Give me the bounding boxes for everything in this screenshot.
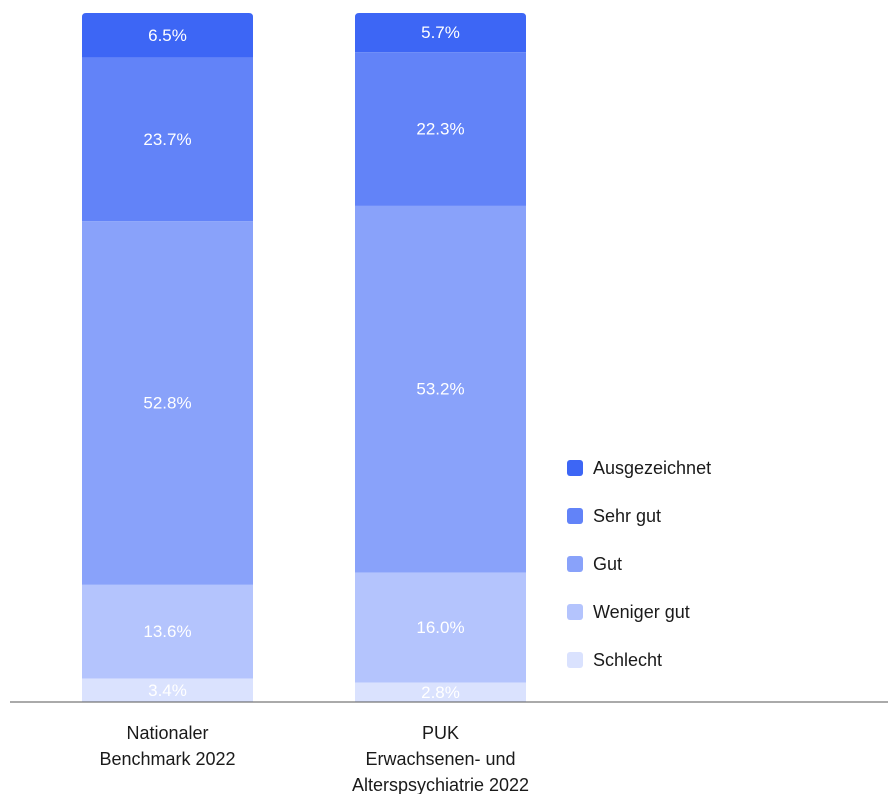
data-label: 52.8%	[143, 393, 191, 412]
bar-segment	[355, 52, 526, 206]
bar-stack	[355, 13, 526, 702]
category-labels: Nationaler Benchmark 2022 PUK Erwachsenen- …	[99, 723, 529, 794]
legend-item: Gut	[567, 552, 711, 576]
bar-segment	[355, 682, 526, 702]
data-label: 6.5%	[148, 26, 187, 45]
data-label: 22.3%	[416, 120, 464, 139]
data-label: 3.4%	[148, 681, 187, 700]
category-label: PUK Erwachsenen- und Alterspsychiatrie 202…	[352, 723, 529, 794]
category-label-line: Erwachsenen- und	[365, 749, 515, 769]
legend-label: Gut	[593, 553, 623, 574]
legend-item: Ausgezeichnet	[567, 456, 711, 480]
legend-item: Sehr gut	[567, 504, 711, 528]
category-label-line: Alterspsychiatrie 2022	[352, 775, 529, 794]
bar-stack	[82, 13, 253, 702]
data-label: 23.7%	[143, 130, 191, 149]
legend-swatch	[567, 556, 583, 572]
legend-swatch	[567, 652, 583, 668]
bar-segment	[82, 584, 253, 679]
legend-item: Weniger gut	[567, 600, 711, 624]
legend-swatch	[567, 604, 583, 620]
data-label: 5.7%	[421, 23, 460, 42]
bar-segment	[355, 572, 526, 683]
bar-segment	[82, 57, 253, 222]
legend-label: Ausgezeichnet	[593, 457, 712, 478]
legend-label: Weniger gut	[593, 601, 690, 622]
legend-swatch	[567, 508, 583, 524]
legend: Ausgezeichnet Sehr gut Gut Weniger gut Schle…	[567, 456, 711, 696]
data-label: 53.2%	[416, 380, 464, 399]
bar-segment	[355, 13, 526, 53]
bar-segment	[355, 205, 526, 573]
category-label-line: PUK	[422, 723, 459, 743]
category-label-line: Nationaler	[126, 723, 208, 743]
data-label: 16.0%	[416, 618, 464, 637]
bar-segment	[82, 221, 253, 585]
bars-layer: 6.5% 23.7% 52.8% 13.6% 3.4% 5.7% 22.3% 53.2% 16.…	[82, 13, 526, 702]
data-label: 13.6%	[143, 622, 191, 641]
data-label: 2.8%	[421, 683, 460, 702]
category-label-line: Benchmark 2022	[99, 749, 235, 769]
legend-label: Sehr gut	[593, 505, 662, 526]
legend-swatch	[567, 460, 583, 476]
legend-item: Schlecht	[567, 648, 711, 672]
legend-label: Schlecht	[593, 649, 663, 670]
bar-segment	[82, 678, 253, 702]
category-label: Nationaler Benchmark 2022	[99, 723, 235, 769]
bar-segment	[82, 13, 253, 58]
